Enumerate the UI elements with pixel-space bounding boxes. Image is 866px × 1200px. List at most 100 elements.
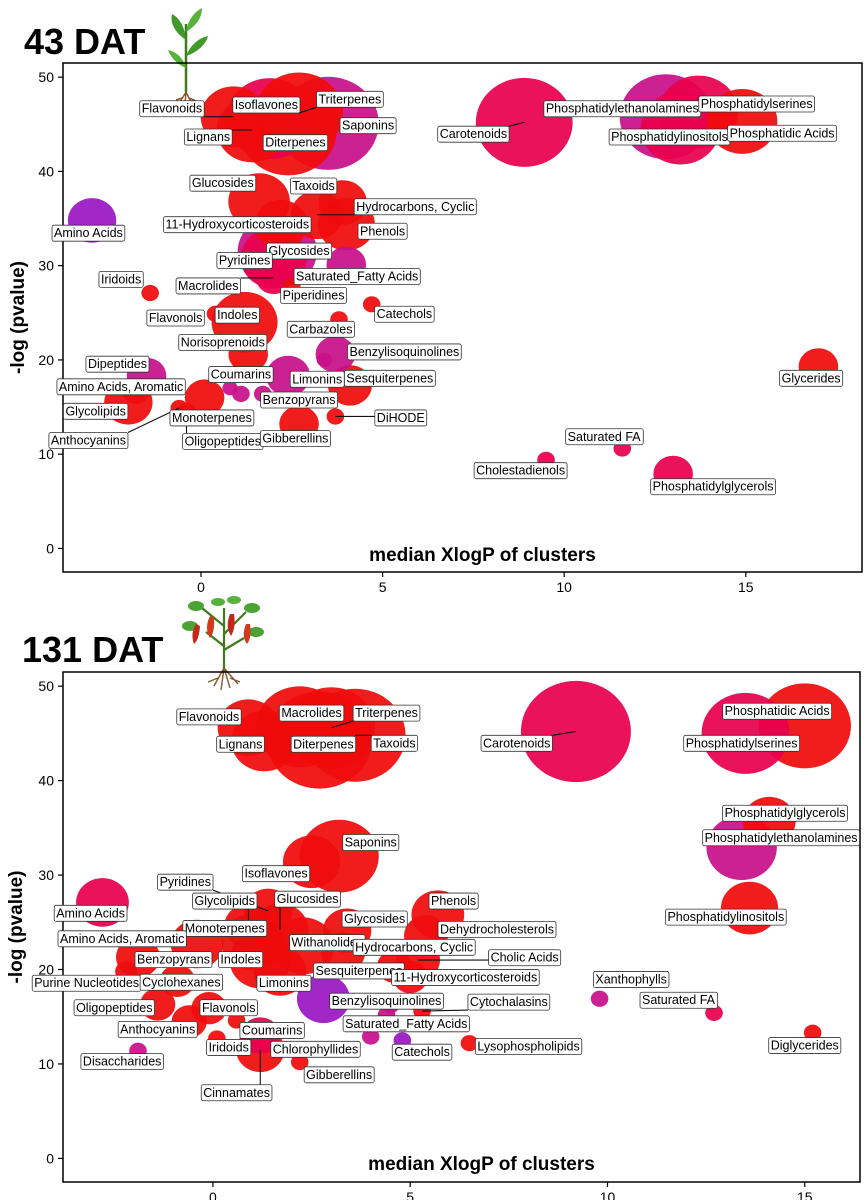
svg-text:Hydrocarbons, Cyclic: Hydrocarbons, Cyclic bbox=[356, 200, 474, 214]
y-tick-label: 40 bbox=[38, 773, 54, 789]
leader-line bbox=[552, 730, 577, 736]
x-tick-label: 5 bbox=[406, 1189, 414, 1200]
svg-text:Cholestadienols: Cholestadienols bbox=[476, 464, 565, 478]
svg-text:Saturated_Fatty Acids: Saturated_Fatty Acids bbox=[345, 1017, 467, 1031]
cluster-label: Indoles bbox=[214, 306, 260, 324]
cluster-label: Saponins bbox=[339, 117, 397, 135]
svg-text:Phosphatidylglycerols: Phosphatidylglycerols bbox=[725, 806, 846, 820]
svg-text:Monoterpenes: Monoterpenes bbox=[172, 411, 252, 425]
svg-text:Carbazoles: Carbazoles bbox=[289, 322, 352, 336]
cluster-label: Cinnamates bbox=[200, 1084, 273, 1102]
cluster-label: Benzylisoquinolines bbox=[347, 343, 462, 361]
y-axis-ticks: 0 10 20 30 40 50 bbox=[38, 69, 63, 556]
cluster-label: Glycosides bbox=[341, 910, 408, 928]
svg-text:Diglycerides: Diglycerides bbox=[771, 1039, 839, 1053]
cluster-label: Phosphatidylglycerols bbox=[722, 804, 848, 822]
svg-text:Macrolides: Macrolides bbox=[281, 706, 341, 720]
cluster-bubble bbox=[720, 881, 779, 935]
cluster-label: Diterpenes bbox=[290, 735, 357, 753]
cluster-label: Iridoids bbox=[98, 270, 144, 288]
svg-text:Xanthophylls: Xanthophylls bbox=[595, 972, 667, 986]
svg-text:Sesquiterpenes: Sesquiterpenes bbox=[346, 371, 433, 385]
cluster-label: Limonins bbox=[289, 370, 345, 388]
svg-text:Phosphatidylethanolamines: Phosphatidylethanolamines bbox=[705, 831, 858, 845]
y-axis-label: -log (pvalue) bbox=[6, 871, 27, 984]
svg-text:Benzylisoquinolines: Benzylisoquinolines bbox=[349, 345, 459, 359]
svg-text:Disaccharides: Disaccharides bbox=[83, 1055, 162, 1069]
svg-text:Limonins: Limonins bbox=[292, 372, 342, 386]
svg-text:Saturated FA: Saturated FA bbox=[568, 430, 642, 444]
cluster-label: Monoterpenes bbox=[169, 409, 255, 427]
cluster-bubble bbox=[222, 381, 238, 396]
y-tick-label: 20 bbox=[38, 962, 54, 978]
leader-line bbox=[298, 106, 317, 114]
cluster-label: Amino Acids, Aromatic bbox=[56, 378, 186, 396]
svg-text:Pyridines: Pyridines bbox=[160, 875, 211, 889]
svg-text:Amino Acids: Amino Acids bbox=[56, 906, 125, 920]
cluster-label: 11-Hydroxycorticosteroids bbox=[391, 969, 540, 986]
cluster-bubble bbox=[141, 284, 159, 302]
cluster-label: Benzylisoquinolines bbox=[329, 992, 444, 1010]
y-tick-label: 10 bbox=[38, 446, 54, 462]
leader-lines bbox=[127, 106, 525, 434]
cluster-bubble bbox=[705, 1004, 723, 1022]
svg-text:Flavonols: Flavonols bbox=[202, 1001, 256, 1015]
cluster-label: Pyridines bbox=[216, 252, 273, 269]
x-tick-label: 0 bbox=[197, 579, 205, 595]
cluster-label: Phenols bbox=[357, 222, 408, 240]
svg-text:Isoflavones: Isoflavones bbox=[244, 867, 307, 881]
cluster-label: Lysophospholipids bbox=[474, 1038, 583, 1055]
cluster-label: Lignans bbox=[183, 128, 233, 146]
x-tick-label: 15 bbox=[797, 1189, 813, 1200]
cluster-label: Catechols bbox=[391, 1043, 453, 1061]
cluster-label: Iridoids bbox=[206, 1039, 252, 1056]
cluster-label: Cholic Acids bbox=[488, 949, 562, 967]
svg-text:Indoles: Indoles bbox=[220, 953, 260, 967]
x-axis-label: median XlogP of clusters bbox=[368, 1154, 595, 1175]
cluster-bubble bbox=[590, 990, 609, 1007]
cluster-label: Benzopyrans bbox=[134, 951, 213, 969]
svg-text:Taxoids: Taxoids bbox=[292, 179, 334, 193]
svg-text:Phenols: Phenols bbox=[431, 894, 476, 908]
cluster-bubble bbox=[803, 1024, 822, 1041]
cluster-label: Coumarins bbox=[239, 1022, 305, 1039]
svg-text:Oligopeptides: Oligopeptides bbox=[76, 1001, 152, 1015]
plot-frame bbox=[62, 671, 861, 1183]
svg-text:Monoterpenes: Monoterpenes bbox=[185, 921, 265, 935]
cluster-label: Amino Acids bbox=[51, 224, 126, 242]
svg-text:Phosphatidylglycerols: Phosphatidylglycerols bbox=[653, 480, 774, 494]
y-axis-ticks: 0 10 20 30 40 50 bbox=[38, 678, 63, 1166]
svg-text:Lignans: Lignans bbox=[186, 130, 230, 144]
cluster-label: Sesquiterpenes bbox=[313, 962, 405, 980]
cluster-label: Amino Acids, Aromatic bbox=[57, 930, 187, 948]
y-tick-label: 10 bbox=[38, 1056, 54, 1072]
svg-text:Cyclohexanes: Cyclohexanes bbox=[142, 975, 221, 989]
cluster-label: Phosphatidylglycerols bbox=[650, 478, 776, 496]
x-axis-ticks: 0 5 10 15 bbox=[209, 1182, 813, 1200]
cluster-label: Monoterpenes bbox=[182, 920, 268, 937]
svg-text:Norisoprenoids: Norisoprenoids bbox=[181, 336, 265, 350]
svg-text:Amino Acids: Amino Acids bbox=[54, 226, 123, 240]
x-tick-label: 10 bbox=[556, 579, 572, 595]
cluster-label: Dehydrocholesterols bbox=[437, 920, 557, 938]
x-tick-label: 0 bbox=[209, 1189, 217, 1200]
seedling-icon bbox=[168, 8, 208, 105]
cluster-label: Lignans bbox=[216, 735, 265, 753]
svg-text:Taxoids: Taxoids bbox=[373, 736, 415, 750]
cluster-bubble bbox=[361, 1028, 380, 1045]
cluster-label: Saturated FA bbox=[639, 991, 719, 1009]
svg-text:Chlorophyllides: Chlorophyllides bbox=[273, 1042, 358, 1056]
svg-text:Cholic Acids: Cholic Acids bbox=[491, 951, 559, 965]
panel-title: 131 DAT bbox=[22, 629, 163, 670]
cluster-label: Oligopeptides bbox=[73, 999, 155, 1017]
cluster-label: Glucosides bbox=[189, 174, 257, 192]
cluster-label: Macrolides bbox=[175, 277, 241, 295]
cluster-label: Diglycerides bbox=[768, 1037, 842, 1054]
svg-text:Coumarins: Coumarins bbox=[211, 368, 271, 382]
svg-text:Phosphatidylserines: Phosphatidylserines bbox=[701, 97, 813, 111]
cluster-label: Purine Nucleotides bbox=[31, 974, 142, 992]
svg-text:Phosphatidic Acids: Phosphatidic Acids bbox=[725, 704, 830, 718]
svg-text:Limonins: Limonins bbox=[259, 976, 309, 990]
cluster-label: Hydrocarbons, Cyclic bbox=[352, 938, 476, 956]
